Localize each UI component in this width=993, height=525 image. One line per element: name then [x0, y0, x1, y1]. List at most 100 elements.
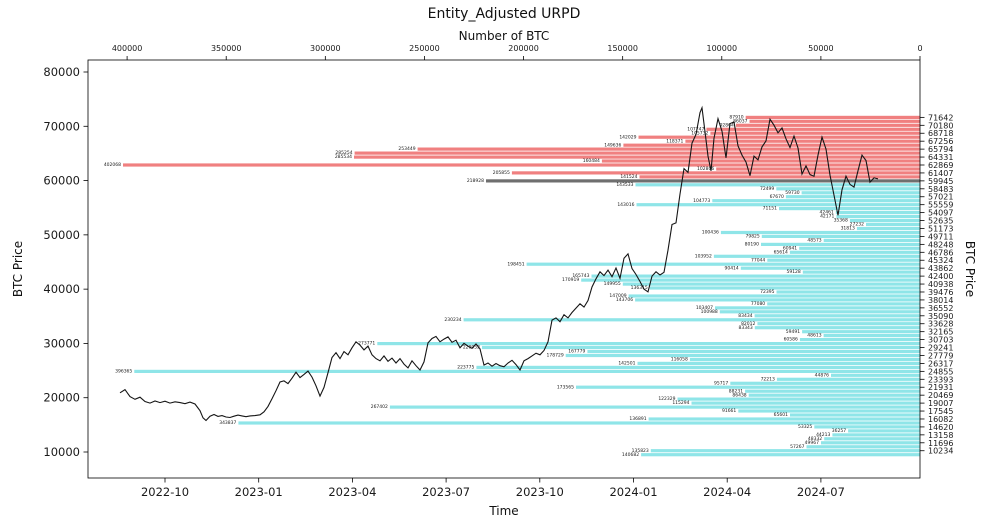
svg-text:71151: 71151	[763, 206, 777, 212]
svg-text:21931: 21931	[928, 383, 953, 392]
svg-text:77044: 77044	[751, 257, 765, 263]
svg-text:135823: 135823	[632, 448, 649, 454]
svg-text:19007: 19007	[928, 399, 953, 408]
svg-text:65601: 65601	[774, 412, 788, 418]
svg-text:141524: 141524	[620, 174, 637, 180]
urpd-bar	[754, 314, 920, 318]
urpd-bar	[134, 369, 921, 373]
urpd-bars	[123, 115, 921, 457]
svg-text:2024-04: 2024-04	[703, 485, 751, 499]
svg-text:86037: 86037	[733, 118, 747, 124]
urpd-bar	[735, 123, 920, 127]
urpd-bar	[720, 230, 920, 235]
svg-text:87910: 87910	[729, 115, 743, 121]
svg-text:143533: 143533	[616, 182, 633, 188]
svg-text:149955: 149955	[604, 281, 621, 287]
svg-text:103952: 103952	[695, 253, 712, 259]
svg-text:49711: 49711	[928, 232, 953, 241]
urpd-bar	[677, 397, 920, 401]
urpd-bar	[601, 159, 920, 163]
svg-text:95717: 95717	[714, 380, 728, 386]
svg-text:27232: 27232	[850, 222, 864, 228]
svg-text:14620: 14620	[928, 423, 953, 432]
svg-text:65614: 65614	[774, 249, 788, 255]
svg-text:160484: 160484	[583, 158, 600, 164]
svg-text:59730: 59730	[785, 190, 799, 196]
urpd-bar	[354, 155, 920, 159]
svg-text:59491: 59491	[786, 329, 800, 335]
svg-text:205855: 205855	[493, 170, 510, 176]
svg-text:100000: 100000	[707, 44, 738, 53]
urpd-bar	[691, 401, 920, 405]
svg-text:2023-10: 2023-10	[516, 485, 564, 499]
svg-text:100988: 100988	[701, 309, 718, 315]
svg-text:45324: 45324	[928, 256, 953, 265]
svg-text:70180: 70180	[928, 121, 953, 130]
svg-text:300000: 300000	[310, 44, 341, 53]
svg-text:17545: 17545	[928, 407, 953, 416]
urpd-bar	[776, 290, 920, 294]
svg-text:90414: 90414	[724, 265, 738, 271]
urpd-bar	[790, 413, 920, 417]
svg-text:80000: 80000	[43, 65, 80, 79]
svg-text:50000: 50000	[43, 228, 80, 242]
urpd-bar	[685, 139, 920, 143]
urpd-bar	[848, 429, 920, 433]
urpd-bar	[238, 421, 920, 425]
svg-text:59945: 59945	[928, 177, 953, 186]
urpd-bar	[377, 342, 920, 346]
svg-text:267402: 267402	[371, 404, 388, 410]
svg-text:68718: 68718	[928, 129, 953, 138]
top-axis-ticks: 400000 350000 300000 250000 200000 150000 1000…	[112, 44, 923, 60]
urpd-bar	[823, 238, 920, 242]
urpd-bar	[821, 441, 920, 445]
urpd-bar	[712, 199, 920, 203]
svg-text:20000: 20000	[43, 391, 80, 405]
svg-text:20469: 20469	[928, 391, 953, 400]
svg-text:60941: 60941	[783, 245, 797, 251]
svg-text:51173: 51173	[928, 224, 953, 233]
urpd-bar	[641, 453, 920, 457]
svg-text:31813: 31813	[841, 226, 855, 232]
svg-text:77080: 77080	[751, 301, 765, 307]
svg-text:116058: 116058	[671, 357, 688, 363]
svg-text:48332: 48332	[808, 436, 822, 442]
urpd-bar	[648, 417, 920, 421]
urpd-bar	[715, 306, 920, 310]
urpd-bar	[745, 389, 920, 393]
urpd-bar	[511, 171, 920, 175]
svg-text:72499: 72499	[760, 186, 774, 192]
svg-text:67670: 67670	[770, 194, 784, 200]
urpd-bar	[785, 195, 920, 199]
urpd-bar	[581, 278, 920, 282]
svg-text:2024-07: 2024-07	[797, 485, 845, 499]
urpd-bar	[719, 310, 920, 314]
svg-text:42400: 42400	[928, 272, 953, 281]
svg-text:136315: 136315	[631, 285, 648, 291]
svg-text:62869: 62869	[928, 161, 953, 170]
svg-text:173565: 173565	[557, 384, 574, 390]
urpd-bar	[757, 322, 920, 326]
svg-text:122329: 122329	[658, 396, 675, 402]
svg-text:49967: 49967	[805, 440, 819, 446]
urpd-bar	[779, 207, 920, 211]
urpd-bar	[123, 163, 920, 167]
urpd-bar	[476, 365, 920, 369]
urpd-bar	[835, 211, 920, 215]
svg-text:29241: 29241	[928, 344, 953, 353]
urpd-bar	[482, 345, 920, 350]
svg-text:60000: 60000	[43, 174, 80, 188]
svg-text:102806: 102806	[697, 166, 714, 172]
svg-text:40000: 40000	[43, 282, 80, 296]
svg-text:46786: 46786	[928, 248, 953, 257]
svg-text:143706: 143706	[616, 297, 633, 303]
urpd-bar	[486, 179, 920, 183]
svg-text:118371: 118371	[666, 138, 683, 144]
urpd-bar	[706, 127, 920, 131]
svg-text:10000: 10000	[43, 445, 80, 459]
urpd-bar	[639, 175, 920, 179]
urpd-bar	[565, 353, 920, 358]
svg-text:2022-10: 2022-10	[141, 485, 189, 499]
svg-text:16082: 16082	[928, 415, 953, 424]
btc-price-line	[119, 105, 879, 422]
